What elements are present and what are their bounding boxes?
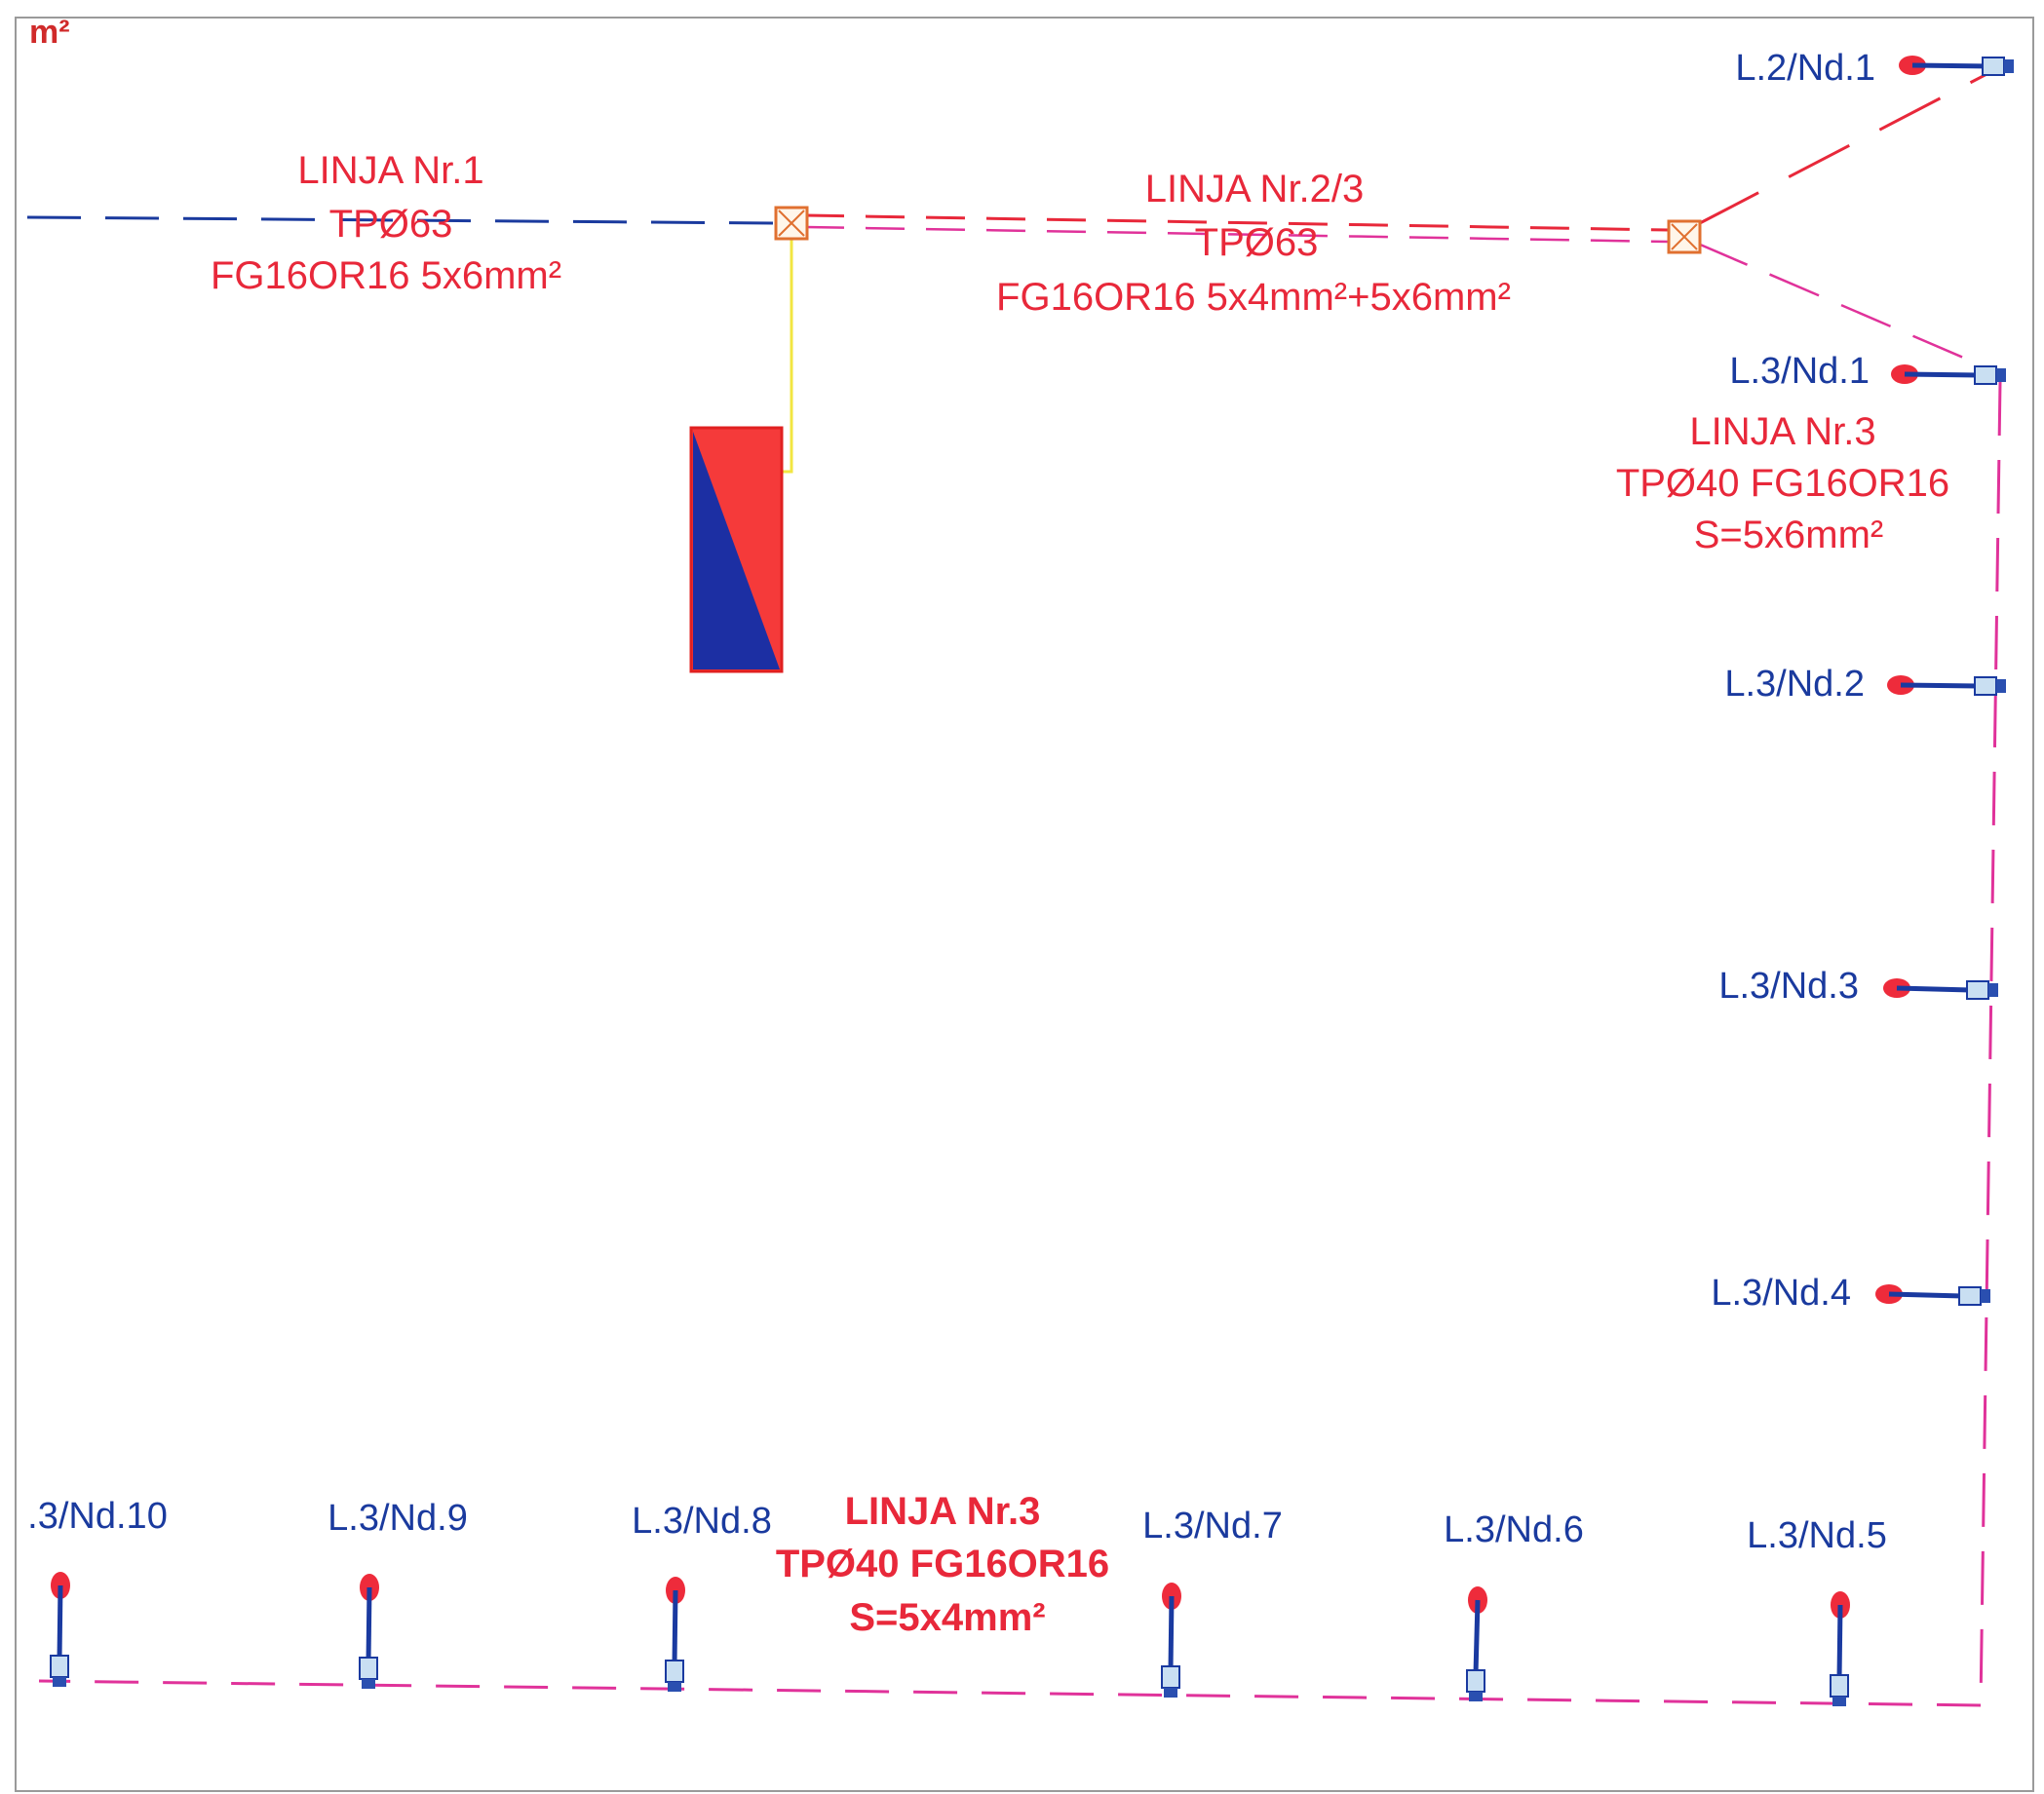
node-l3-nd7: L.3/Nd.7 [1142,1506,1283,1698]
node-l3-nd8: L.3/Nd.8 [632,1501,772,1692]
line2-branch [1697,68,1995,226]
sheet-border [15,17,2034,1792]
node-l3-nd1: L.3/Nd.1 [1729,351,2006,392]
node-l3-nd2-label: L.3/Nd.2 [1724,664,1865,705]
line1-pipe: TPØ63 [329,203,453,246]
node-l3-nd6: L.3/Nd.6 [1444,1509,1584,1701]
line3-right-section: S=5x6mm² [1694,514,1884,556]
node-l3-nd3-label: L.3/Nd.3 [1718,966,1859,1007]
line23-pipe: TPØ63 [1195,221,1319,264]
node-l3-nd4-label: L.3/Nd.4 [1711,1273,1851,1314]
line3-right-title: LINJA Nr.3 [1689,410,1875,453]
node-l3-nd5: L.3/Nd.5 [1747,1515,1887,1706]
distribution-panel [689,426,784,673]
line23-title: LINJA Nr.2/3 [1145,168,1365,210]
node-l3-nd7-label: L.3/Nd.7 [1142,1506,1283,1546]
node-l3-nd9-label: L.3/Nd.9 [328,1498,468,1539]
node-l3-nd10-label: .3/Nd.10 [27,1496,168,1537]
node-l3-nd10: .3/Nd.10 [27,1496,168,1687]
line3-vertical [1979,381,2002,1706]
corner-unit: m² [29,14,70,51]
junction-box-1 [774,206,809,241]
node-l3-nd4: L.3/Nd.4 [1711,1273,1990,1314]
node-l3-nd9: L.3/Nd.9 [328,1498,468,1689]
line3-branch [1697,242,1989,370]
line3-bottom-pipe-cable: TPØ40 FG16OR16 [776,1543,1109,1585]
node-l3-nd6-label: L.3/Nd.6 [1444,1509,1584,1550]
line1-title: LINJA Nr.1 [297,149,483,192]
line1-cable [26,215,774,225]
line23-cable-pink [804,225,1670,244]
node-l3-nd1-label: L.3/Nd.1 [1729,351,1870,392]
line23-cable-red [804,213,1670,232]
node-l3-nd5-label: L.3/Nd.5 [1747,1515,1887,1556]
line3-horizontal [38,1679,1982,1707]
node-l2-nd1: L.2/Nd.1 [1735,48,2014,89]
node-l3-nd8-label: L.3/Nd.8 [632,1501,772,1542]
line1-cable-spec: FG16OR16 5x6mm² [211,254,561,297]
line3-bottom-title: LINJA Nr.3 [845,1490,1041,1533]
line3-right-pipe-cable: TPØ40 FG16OR16 [1616,462,1949,505]
node-l3-nd3: L.3/Nd.3 [1718,966,1998,1007]
node-l2-nd1-label: L.2/Nd.1 [1735,48,1875,89]
line3-bottom-section: S=5x4mm² [849,1596,1045,1639]
node-l3-nd2: L.3/Nd.2 [1724,664,2006,705]
line23-cable-spec: FG16OR16 5x4mm²+5x6mm² [996,276,1511,319]
junction-box-2 [1667,219,1702,254]
